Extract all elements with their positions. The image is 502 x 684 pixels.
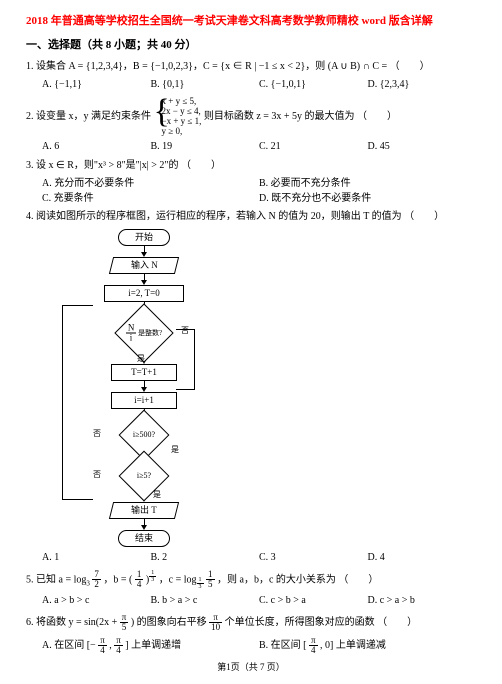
q6-fracA2: π4: [114, 636, 123, 655]
q1-blank: （ ）: [390, 61, 430, 72]
q2-stem-a: 2. 设变量 x，y 满足约束条件: [26, 111, 151, 122]
exam-page: 2018 年普通高等学校招生全国统一考试天津卷文科高考数学教师精校 word 版…: [0, 0, 502, 684]
question-4: 4. 阅读如图所示的程序框图，运行相应的程序，若输入 N 的值为 20，则输出 …: [26, 210, 476, 225]
q5-b: ，b = (: [103, 574, 132, 585]
flow-d3-no: 否: [93, 469, 101, 481]
flow-input: 输入 N: [109, 257, 179, 274]
flow-column: 开始 输入 N i=2, T=0 N i 是整数? 否 是 T=T+1: [84, 229, 204, 547]
flow-decision-1: N i 是整数? 否 是: [113, 313, 175, 353]
flowchart: 开始 输入 N i=2, T=0 N i 是整数? 否 是 T=T+1: [54, 229, 476, 547]
flow-d3-yes: 是: [153, 489, 161, 501]
q6-frac2: π10: [209, 613, 222, 632]
q6-fracA1: π4: [98, 636, 107, 655]
q4-opt-b: B. 2: [151, 551, 260, 566]
q2-opt-a: A. 6: [42, 140, 151, 155]
q5-sub1: 3: [86, 579, 90, 587]
q5-a: 5. 已知 a = log: [26, 574, 86, 585]
flow-output: 输出 T: [109, 502, 179, 519]
q6-fracB1: π4: [309, 636, 318, 655]
q5-opt-a: A. a > b > c: [42, 594, 151, 609]
flow-step-1: T=T+1: [111, 364, 177, 381]
q5-e: ，则 a，b，c 的大小关系为 （ ）: [217, 574, 378, 585]
q5-options: A. a > b > c B. b > a > c C. c > b > a D…: [42, 594, 476, 609]
flow-d2-label: i≥500?: [113, 431, 175, 439]
q2-opt-d: D. 45: [368, 140, 477, 155]
flow-d2-no: 否: [93, 428, 101, 440]
q5-frac3: 15: [206, 570, 215, 589]
question-1: 1. 设集合 A = {1,2,3,4}，B = {−1,0,2,3}，C = …: [26, 60, 476, 75]
q5-opt-c: C. c > b > a: [259, 594, 368, 609]
flow-step-2: i=i+1: [111, 392, 177, 409]
flow-d1-frac: N i: [126, 324, 137, 343]
q3-opt-d: D. 既不充分也不必要条件: [259, 192, 476, 207]
q5-frac1: 72: [92, 570, 101, 589]
flow-d1-yes: 是: [137, 353, 145, 365]
q6-frac1: π5: [120, 613, 129, 632]
q6-c: 个单位长度，所得图象对应的函数 （ ）: [225, 616, 418, 627]
question-5: 5. 已知 a = log3 72 ，b = ( 14 )13 ，c = log…: [26, 570, 476, 590]
flow-start: 开始: [118, 229, 170, 246]
flow-init: i=2, T=0: [104, 285, 184, 302]
section-heading: 一、选择题（共 8 小题；共 40 分）: [26, 38, 476, 54]
q5-opt-b: B. b > a > c: [151, 594, 260, 609]
flow-d3-label: i≥5?: [113, 472, 175, 480]
q4-stem: 4. 阅读如图所示的程序框图，运行相应的程序，若输入 N 的值为 20，则输出 …: [26, 211, 444, 222]
flow-loop-left: [62, 305, 93, 500]
page-footer: 第1页（共 7 页）: [26, 661, 476, 674]
q2-stem-b: 则目标函数 z = 3x + 5y 的最大值为 （ ）: [204, 111, 397, 122]
flow-d1-den: i: [126, 334, 137, 343]
q4-options: A. 1 B. 2 C. 3 D. 4: [42, 551, 476, 566]
q5-sup: 13: [149, 572, 156, 580]
q5-opt-d: D. c > a > b: [368, 594, 477, 609]
q6-b: ) 的图象向右平移: [131, 616, 209, 627]
question-6: 6. 将函数 y = sin(2x + π5 ) 的图象向右平移 π10 个单位…: [26, 613, 476, 632]
q4-opt-d: D. 4: [368, 551, 477, 566]
flow-decision-3: i≥5? 否 是: [113, 461, 175, 491]
flow-d1-label: N i 是整数?: [113, 324, 175, 343]
flow-end: 结束: [118, 530, 170, 547]
q2-system: x + y ≤ 5, 2x − y ≤ 4, −x + y ≤ 1, y ≥ 0…: [154, 97, 202, 137]
q2-opt-c: C. 21: [259, 140, 368, 155]
q3-options: A. 充分而不必要条件 B. 必要而不充分条件 C. 充要条件 D. 既不充分也…: [42, 177, 476, 206]
q6-opt-b: B. 在区间 [ π4 , 0] 上单调递减: [259, 636, 476, 655]
q5-d: ，c = log: [159, 574, 197, 585]
question-2: 2. 设变量 x，y 满足约束条件 x + y ≤ 5, 2x − y ≤ 4,…: [26, 97, 476, 137]
q4-opt-c: C. 3: [259, 551, 368, 566]
flow-input-label: 输入 N: [131, 259, 158, 272]
question-3: 3. 设 x ∈ R，则"x³ > 8"是"|x| > 2"的 （ ）: [26, 159, 476, 174]
q1-opt-b: B. {0,1}: [151, 78, 260, 93]
flow-decision-2: i≥500? 否 是: [113, 420, 175, 450]
q5-sub2: 13: [197, 579, 204, 587]
flow-loop-right: [176, 329, 195, 390]
q5-frac2: 14: [135, 570, 144, 589]
q3-stem: 3. 设 x ∈ R，则"x³ > 8"是"|x| > 2"的 （ ）: [26, 160, 221, 171]
q1-stem: 1. 设集合 A = {1,2,3,4}，B = {−1,0,2,3}，C = …: [26, 61, 390, 72]
q1-options: A. {−1,1} B. {0,1} C. {−1,0,1} D. {2,3,4…: [42, 78, 476, 93]
q6-a: 6. 将函数 y = sin(2x +: [26, 616, 120, 627]
q1-opt-d: D. {2,3,4}: [368, 78, 477, 93]
q2-opt-b: B. 19: [151, 140, 260, 155]
q3-opt-c: C. 充要条件: [42, 192, 259, 207]
flow-d2-yes: 是: [171, 444, 179, 456]
q2-sys4: y ≥ 0,: [162, 127, 202, 137]
flow-d1-text: 是整数?: [136, 329, 162, 337]
q2-options: A. 6 B. 19 C. 21 D. 45: [42, 140, 476, 155]
q1-opt-c: C. {−1,0,1}: [259, 78, 368, 93]
flow-output-label: 输出 T: [131, 504, 157, 517]
q3-opt-a: A. 充分而不必要条件: [42, 177, 259, 192]
page-title: 2018 年普通高等学校招生全国统一考试天津卷文科高考数学教师精校 word 版…: [26, 14, 476, 30]
q6-options: A. 在区间 [− π4 , π4 ] 上单调递增 B. 在区间 [ π4 , …: [42, 636, 476, 655]
q6-opt-a: A. 在区间 [− π4 , π4 ] 上单调递增: [42, 636, 259, 655]
q3-opt-b: B. 必要而不充分条件: [259, 177, 476, 192]
q1-opt-a: A. {−1,1}: [42, 78, 151, 93]
q4-opt-a: A. 1: [42, 551, 151, 566]
